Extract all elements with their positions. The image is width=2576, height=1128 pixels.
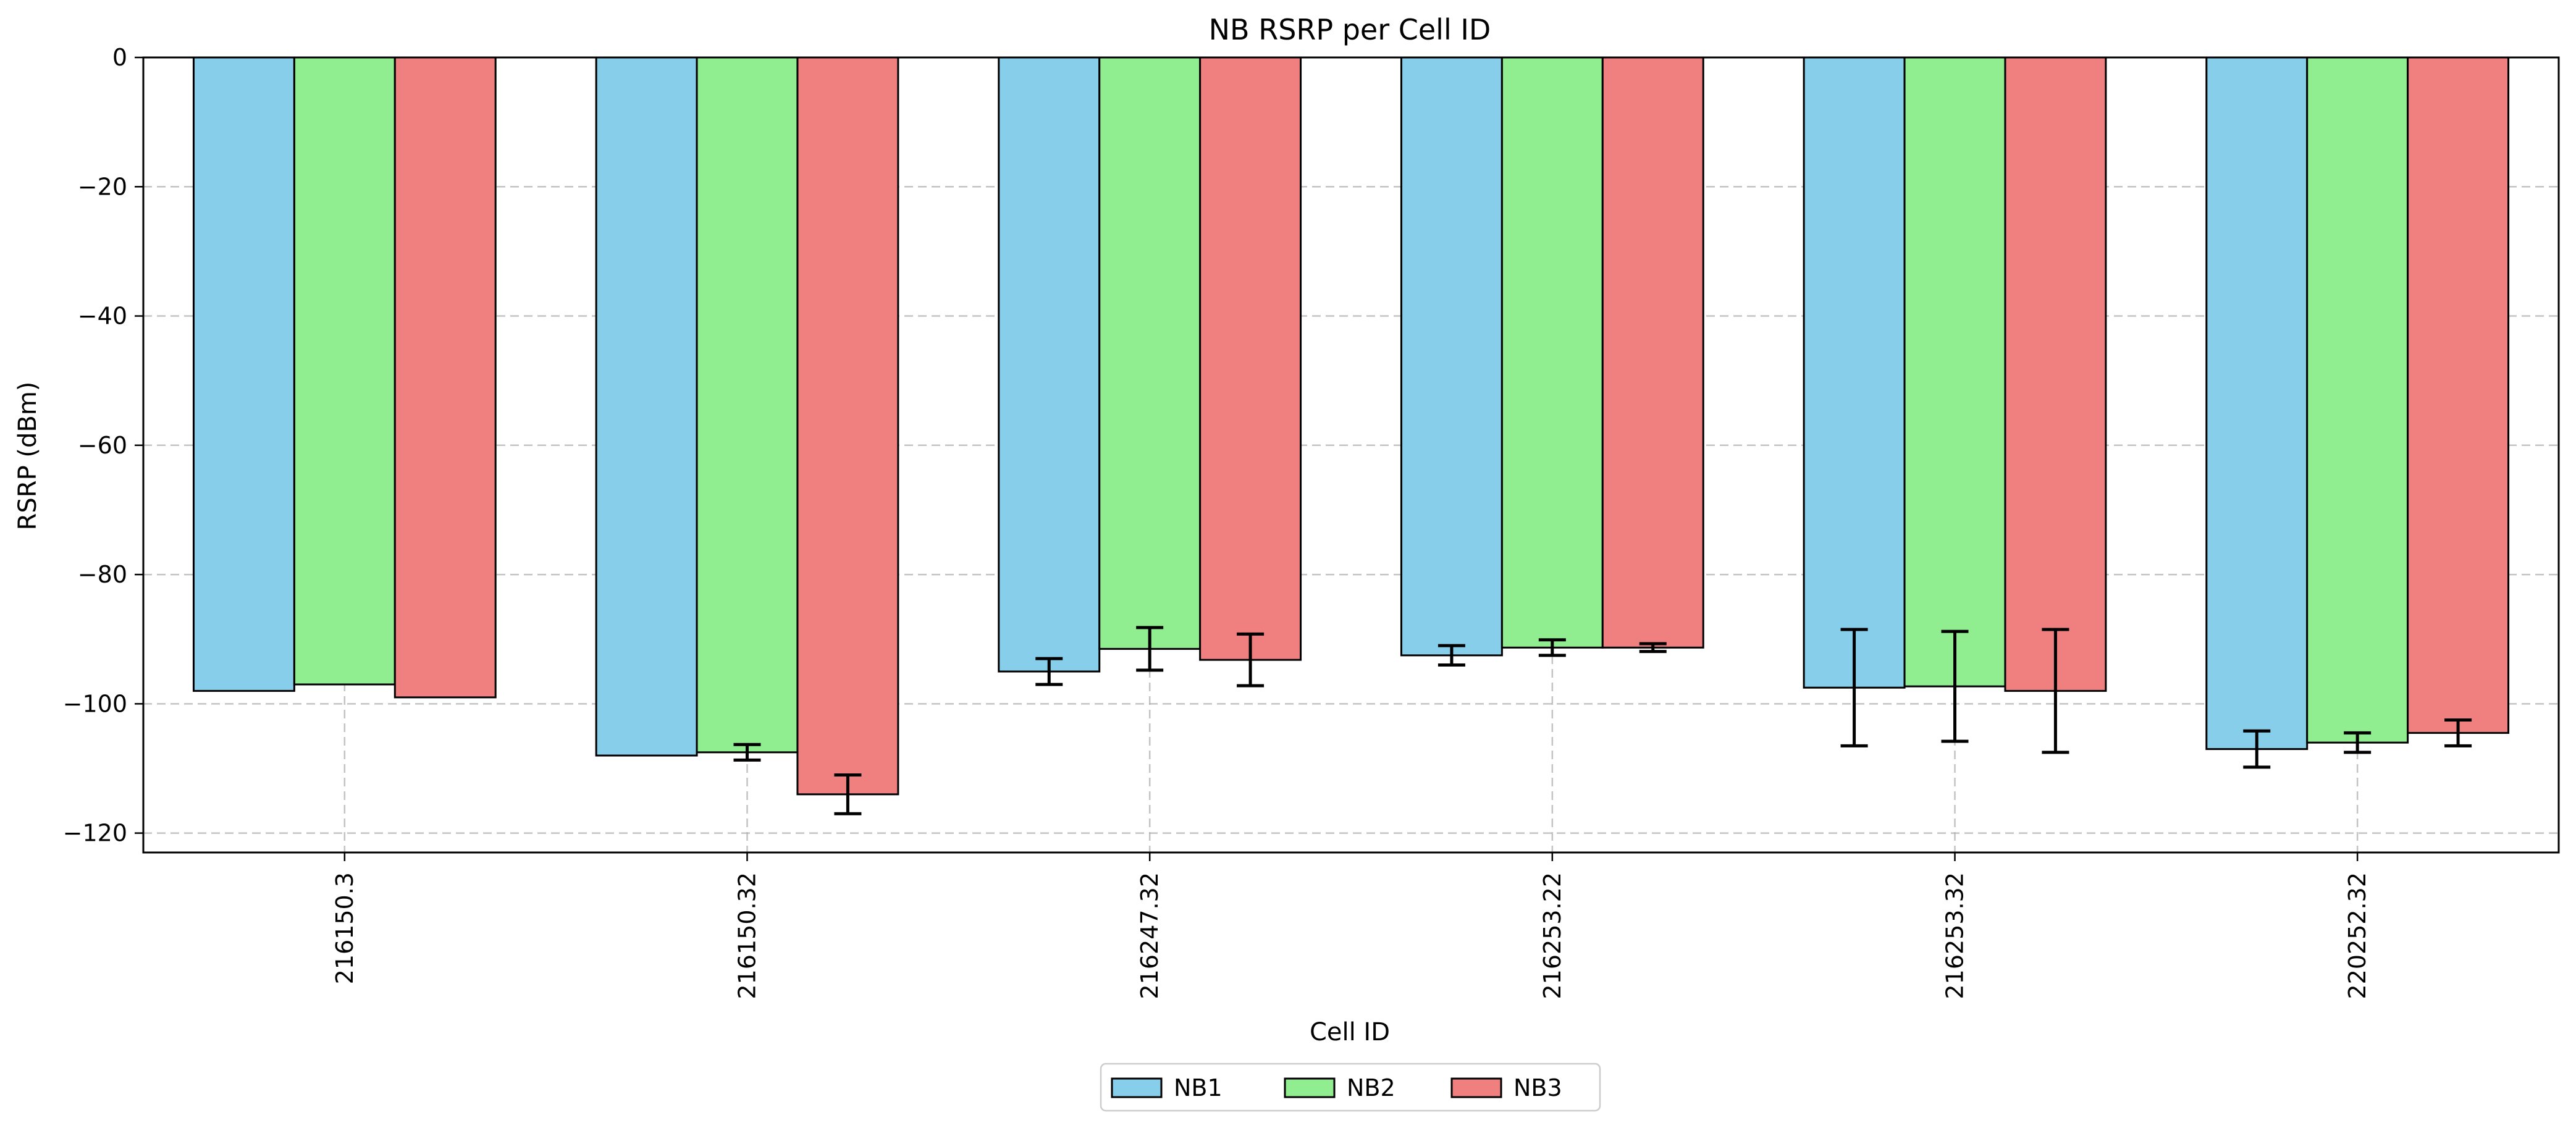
error-bar-nb3 [1639, 642, 1667, 654]
error-bar-nb1 [1035, 657, 1063, 686]
bars [192, 56, 2510, 796]
y-tick-label: −100 [63, 690, 127, 717]
legend-label-nb3: NB3 [1513, 1074, 1562, 1101]
bar-nb3 [796, 56, 899, 796]
error-bar-nb1 [1437, 644, 1465, 667]
bar-nb2 [2306, 56, 2409, 744]
y-tick-label: −80 [78, 561, 127, 588]
bar-nb2 [696, 56, 799, 754]
bar-nb1 [1400, 56, 1503, 657]
x-tick-label: 216253.32 [1942, 872, 1969, 1000]
x-tick-label: 216253.22 [1539, 872, 1566, 1000]
bar-nb3 [2407, 56, 2510, 734]
bar-nb2 [1501, 56, 1604, 649]
y-tick-label: −40 [78, 303, 127, 330]
y-axis-label: RSRP (dBm) [14, 382, 42, 531]
y-tick-label: −20 [78, 173, 127, 200]
error-bar-nb3 [2444, 718, 2472, 747]
x-tick-label: 216150.3 [331, 872, 358, 984]
bar-nb3 [1601, 56, 1704, 649]
bar-nb1 [998, 56, 1101, 673]
legend-label-nb2: NB2 [1347, 1074, 1395, 1101]
bar-nb1 [595, 56, 698, 757]
bar-nb2 [1098, 56, 1202, 650]
axes: 0 −20 −40 −60 −80 −100 −120 216150.3 216150.32 21… [63, 44, 2560, 1000]
legend-swatch-nb3 [1450, 1077, 1502, 1098]
y-tick-label: 0 [112, 44, 127, 71]
legend-swatch-nb1 [1111, 1077, 1163, 1098]
error-bar-nb2 [2344, 731, 2372, 754]
legend-frame [1100, 1063, 1601, 1112]
y-tick-label: −60 [78, 432, 127, 459]
legend: NB1 NB2 NB3 [1100, 1063, 1601, 1112]
error-bar-nb2 [733, 743, 761, 762]
error-bar-nb3 [1237, 632, 1265, 688]
bar-nb1 [1803, 56, 1906, 689]
error-bars [733, 626, 2472, 815]
error-bar-nb1 [1840, 628, 1868, 747]
chart-title: NB RSRP per Cell ID [1209, 13, 1491, 46]
bar-nb3 [394, 56, 497, 699]
error-bar-nb2 [1538, 638, 1566, 657]
x-tick-label: 220252.32 [2344, 872, 2371, 1000]
bar-nb1 [2205, 56, 2309, 751]
error-bar-nb3 [834, 773, 862, 815]
legend-label-nb1: NB1 [1174, 1074, 1223, 1101]
bar-nb2 [293, 56, 396, 686]
bar-nb2 [1903, 56, 2006, 688]
error-bar-nb3 [2042, 628, 2069, 754]
error-bar-nb2 [1136, 626, 1164, 672]
x-axis-label: Cell ID [1310, 1018, 1390, 1046]
legend-swatch-nb2 [1284, 1077, 1336, 1098]
error-bar-nb1 [2243, 729, 2271, 769]
bar-nb1 [192, 56, 295, 692]
x-tick-label: 216247.32 [1136, 872, 1163, 1000]
x-tick-label: 216150.32 [734, 872, 761, 1000]
bar-nb3 [1199, 56, 1302, 661]
plot-frame [142, 56, 2560, 854]
error-bar-nb2 [1941, 629, 1969, 743]
y-tick-label: −120 [63, 820, 127, 847]
bar-nb3 [2004, 56, 2107, 692]
